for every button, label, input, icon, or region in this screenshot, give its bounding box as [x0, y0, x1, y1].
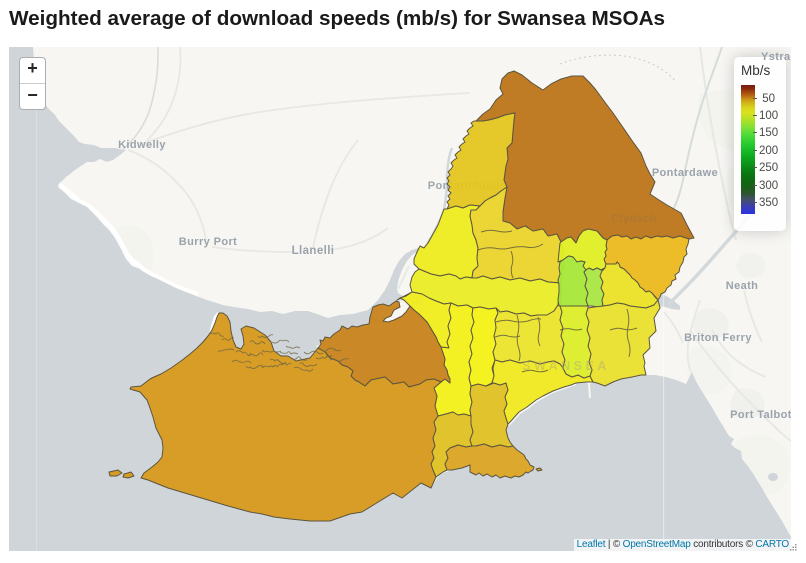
svg-text:Port Talbot: Port Talbot — [730, 409, 791, 421]
svg-text:Pontardawe: Pontardawe — [652, 167, 718, 179]
svg-text:Kidwelly: Kidwelly — [118, 139, 166, 151]
svg-text:Briton Ferry: Briton Ferry — [684, 332, 752, 344]
svg-text:Llanelli: Llanelli — [292, 245, 335, 257]
svg-text:Clydach: Clydach — [611, 213, 657, 225]
svg-text:Burry Port: Burry Port — [179, 236, 237, 248]
svg-text:Neath: Neath — [726, 280, 759, 292]
svg-text:SWANSEA: SWANSEA — [522, 359, 610, 373]
